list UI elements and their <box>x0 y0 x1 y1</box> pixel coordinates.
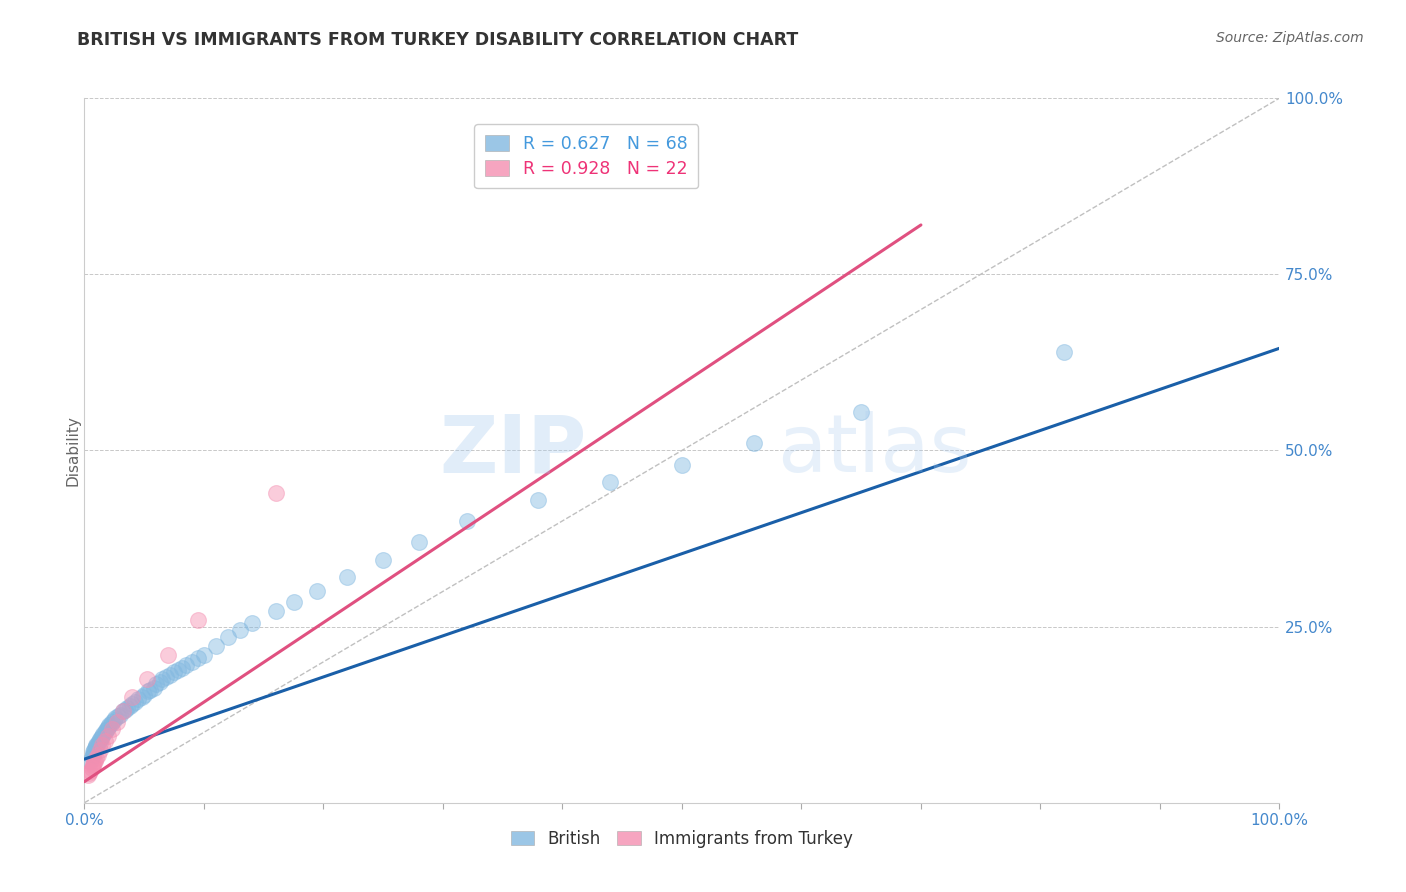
Point <box>174 658 197 673</box>
Point <box>124 695 146 709</box>
Point <box>456 514 478 528</box>
Point <box>145 677 167 691</box>
Point <box>80 760 103 774</box>
Point <box>93 725 115 739</box>
Point <box>205 640 228 654</box>
Point <box>87 733 110 747</box>
Point <box>150 673 173 687</box>
Point <box>101 714 124 729</box>
Point <box>96 722 118 736</box>
Point <box>166 663 188 677</box>
Point <box>172 660 194 674</box>
Point <box>86 738 108 752</box>
Point <box>86 747 108 762</box>
Point <box>139 683 162 698</box>
Point <box>103 713 125 727</box>
Point <box>80 750 103 764</box>
Point <box>86 739 108 754</box>
Point <box>283 595 305 609</box>
Point <box>89 743 111 757</box>
Point <box>101 722 124 736</box>
Point <box>155 670 177 684</box>
Point <box>82 747 104 762</box>
Point <box>527 492 550 507</box>
Point <box>110 707 132 722</box>
Point <box>264 485 287 500</box>
Point <box>98 718 121 732</box>
Point <box>135 673 157 687</box>
Point <box>117 700 139 714</box>
Point <box>131 690 153 705</box>
Point <box>217 630 239 644</box>
Point <box>100 717 122 731</box>
Point <box>307 584 329 599</box>
Point <box>104 711 127 725</box>
Point <box>187 651 209 665</box>
Point <box>114 703 136 717</box>
Point <box>94 723 117 738</box>
Point <box>77 767 100 781</box>
Point <box>89 732 111 747</box>
Point <box>79 754 101 768</box>
Point <box>671 458 693 472</box>
Point <box>193 648 215 662</box>
Point <box>142 681 165 695</box>
Point <box>159 667 181 681</box>
Point <box>373 552 395 566</box>
Point <box>107 709 129 723</box>
Text: BRITISH VS IMMIGRANTS FROM TURKEY DISABILITY CORRELATION CHART: BRITISH VS IMMIGRANTS FROM TURKEY DISABI… <box>77 31 799 49</box>
Point <box>742 436 765 450</box>
Point <box>93 727 115 741</box>
Point <box>97 729 120 743</box>
Text: atlas: atlas <box>778 411 972 490</box>
Point <box>149 674 172 689</box>
Point <box>157 648 180 662</box>
Point <box>336 570 359 584</box>
Point <box>187 613 209 627</box>
Point <box>82 757 104 772</box>
Point <box>84 754 107 768</box>
Point <box>83 743 105 757</box>
Point <box>105 714 128 729</box>
Point <box>118 698 141 713</box>
Point <box>91 729 114 743</box>
Point <box>86 736 108 750</box>
Point <box>82 759 104 773</box>
Point <box>851 405 873 419</box>
Point <box>599 475 621 490</box>
Point <box>136 684 159 698</box>
Point <box>121 697 143 711</box>
Point <box>181 655 204 669</box>
Point <box>89 736 111 750</box>
Point <box>163 665 186 680</box>
Point <box>1053 344 1076 359</box>
Point <box>90 731 112 745</box>
Y-axis label: Disability: Disability <box>65 415 80 486</box>
Point <box>229 623 252 637</box>
Point <box>127 691 149 706</box>
Point <box>93 733 115 747</box>
Point <box>79 764 101 778</box>
Point <box>83 755 105 769</box>
Point <box>97 720 120 734</box>
Text: ZIP: ZIP <box>439 411 586 490</box>
Point <box>111 704 134 718</box>
Point <box>111 704 134 718</box>
Point <box>86 751 108 765</box>
Point <box>408 535 430 549</box>
Point <box>240 616 263 631</box>
Text: Source: ZipAtlas.com: Source: ZipAtlas.com <box>1216 31 1364 45</box>
Point <box>83 747 105 761</box>
Point <box>132 688 156 702</box>
Point <box>82 745 104 759</box>
Point <box>77 766 100 780</box>
Point <box>264 604 287 618</box>
Legend: British, Immigrants from Turkey: British, Immigrants from Turkey <box>505 823 859 855</box>
Point <box>91 738 114 752</box>
Point <box>121 690 143 705</box>
Point <box>84 740 107 755</box>
